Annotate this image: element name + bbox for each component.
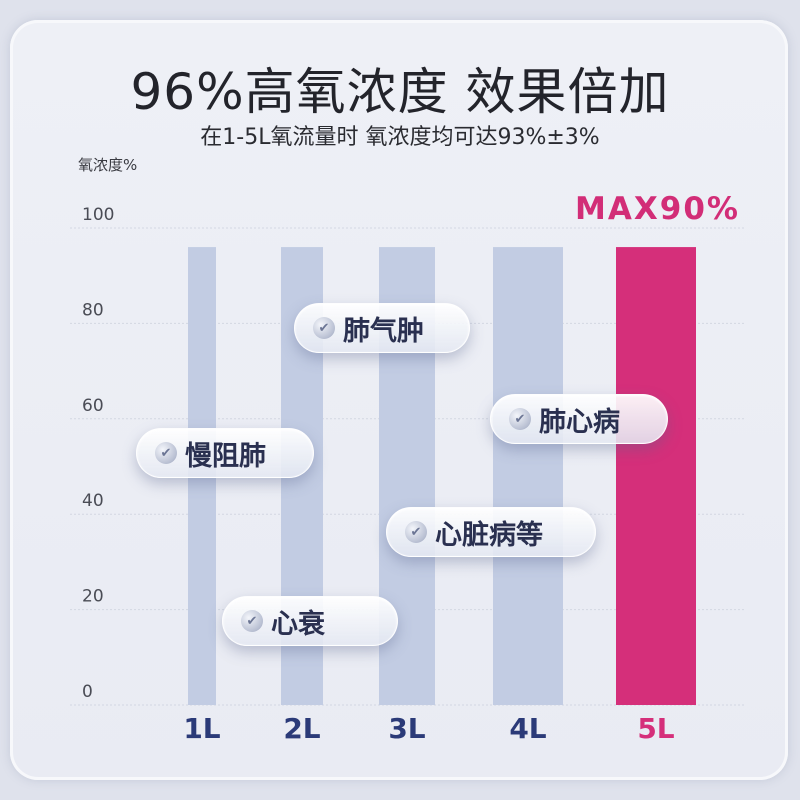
check-icon: ✔ [155,442,177,464]
label-emphysema: 肺气肿 [343,315,424,347]
y-tick-label: 40 [82,491,104,511]
label-heart-failure: 心衰 [271,608,325,640]
label-pill-cor-pulmonale: ✔ 肺心病 [490,394,668,444]
label-pill-heart-failure: ✔ 心衰 [222,596,398,646]
bar-5L [616,247,696,705]
y-tick-label: 100 [82,205,114,225]
label-copd: 慢阻肺 [185,440,266,472]
check-icon: ✔ [509,408,531,430]
x-tick-label-1L: 1L [183,712,220,745]
x-tick-label-5L: 5L [637,712,674,745]
y-tick-label: 60 [82,396,104,416]
y-axis-label: 氧浓度% [78,156,137,174]
label-pill-heart-disease: ✔ 心脏病等 [386,507,596,557]
x-tick-label-2L: 2L [283,712,320,745]
bar-4L [493,247,563,705]
check-icon: ✔ [313,317,335,339]
x-tick-label-3L: 3L [388,712,425,745]
x-tick-label-4L: 4L [509,712,546,745]
label-pill-copd: ✔ 慢阻肺 [136,428,314,478]
label-heart-disease: 心脏病等 [435,519,543,551]
label-pill-emphysema: ✔ 肺气肿 [294,303,470,353]
max-annotation: MAX90% [575,191,740,227]
check-icon: ✔ [241,610,263,632]
page-subtitle: 在1-5L氧流量时 氧浓度均可达93%±3% [200,125,600,150]
y-tick-label: 80 [82,300,104,320]
label-cor-pulmonale: 肺心病 [539,406,620,438]
check-icon: ✔ [405,521,427,543]
y-tick-label: 0 [82,682,93,702]
page-title: 96%高氧浓度 效果倍加 [130,63,670,121]
y-tick-label: 20 [82,587,104,607]
